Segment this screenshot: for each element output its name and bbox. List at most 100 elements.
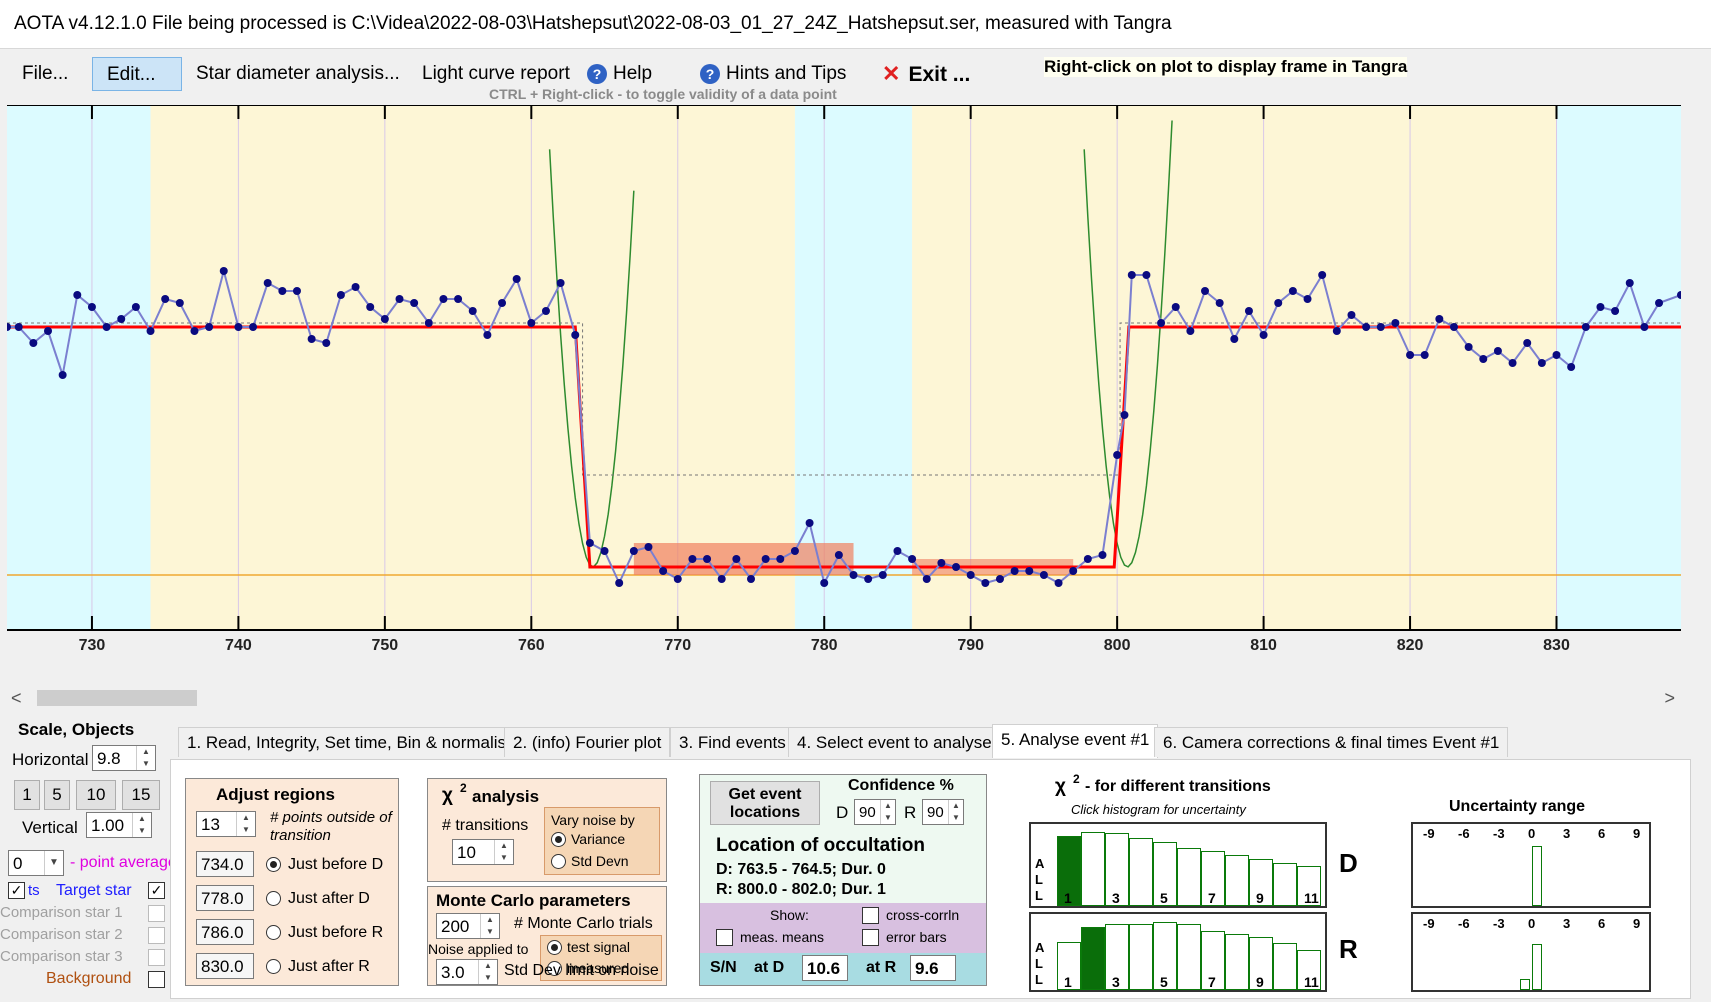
scroll-thumb[interactable] xyxy=(37,690,197,706)
radio-variance[interactable] xyxy=(551,832,566,847)
data-point xyxy=(1054,579,1063,587)
menu-help[interactable]: ? Help xyxy=(573,57,666,91)
hist-bar[interactable] xyxy=(1081,832,1105,906)
horizontal-scale-input[interactable]: 9.8 ▲ ▼ xyxy=(92,745,156,771)
plot-scrollbar[interactable]: < > xyxy=(7,688,1681,708)
spin-updown-icon[interactable]: ▲ ▼ xyxy=(494,840,513,864)
tab-analyse-event[interactable]: 5. Analyse event #1 xyxy=(992,724,1159,758)
hist-bar[interactable] xyxy=(1273,943,1297,990)
monte-carlo-trials-label: # Monte Carlo trials xyxy=(514,915,653,932)
radio-measured[interactable] xyxy=(547,961,562,976)
region-value-0[interactable]: 734.0 xyxy=(196,851,254,877)
scroll-left-icon[interactable]: < xyxy=(11,688,22,708)
hist-bar[interactable] xyxy=(1129,924,1153,990)
uncertainty-tick: 0 xyxy=(1528,826,1536,841)
confidence-d-input[interactable]: 90 ▲ ▼ xyxy=(854,799,896,825)
hist-bar[interactable] xyxy=(1057,835,1081,906)
confidence-r-input[interactable]: 90 ▲ ▼ xyxy=(922,799,964,825)
confidence-r-label: R xyxy=(904,803,917,822)
chi2-histogram-d[interactable]: A L L 1 3 5 7 9 11 xyxy=(1029,822,1327,908)
std-dev-limit-input[interactable]: 3.0 ▲ ▼ xyxy=(436,959,498,985)
hist-bar[interactable] xyxy=(1273,863,1297,906)
comparison-star-2-checkbox[interactable] xyxy=(148,927,165,944)
scale-button-1[interactable]: 1 xyxy=(14,780,40,810)
spin-updown-icon[interactable]: ▲ ▼ xyxy=(236,812,255,836)
spin-updown-icon[interactable]: ▲ ▼ xyxy=(136,746,155,770)
plot-tick-label: 830 xyxy=(1543,637,1570,654)
scale-button-10[interactable]: 10 xyxy=(76,780,116,810)
hist-bar[interactable] xyxy=(1057,942,1081,990)
hist-x-label: 1 xyxy=(1064,974,1072,990)
menu-bar: File... Edit... Star diameter analysis..… xyxy=(0,49,1711,103)
hist-bar[interactable] xyxy=(1129,837,1153,906)
spin-updown-icon[interactable]: ▲ ▼ xyxy=(480,914,499,938)
hist-bar[interactable] xyxy=(1153,922,1177,990)
hist-bar[interactable] xyxy=(1225,933,1249,990)
tab-find-events[interactable]: 3. Find events xyxy=(670,727,795,757)
comparison-star-1-checkbox[interactable] xyxy=(148,905,165,922)
chi2-r-label: R xyxy=(1339,934,1358,964)
points-outside-input[interactable]: 13 ▲ ▼ xyxy=(196,811,256,837)
scale-button-15[interactable]: 15 xyxy=(122,780,160,810)
hist-bar[interactable] xyxy=(1249,859,1273,906)
chi2-histogram-r[interactable]: A L L 1 3 5 7 9 11 xyxy=(1029,912,1327,992)
data-point xyxy=(1376,323,1385,331)
light-curve-plot[interactable]: 730 740 750 760 770 780 790 800 810 820 830 xyxy=(7,105,1681,687)
background-checkbox[interactable] xyxy=(148,971,165,988)
spin-updown-icon[interactable]: ▲ ▼ xyxy=(478,960,497,984)
hist-bar[interactable] xyxy=(1177,847,1201,906)
monte-carlo-trials-input[interactable]: 200 ▲ ▼ xyxy=(436,913,500,939)
get-event-locations-button[interactable]: Get event locations xyxy=(710,781,820,825)
tab-select-event[interactable]: 4. Select event to analyse xyxy=(788,727,1001,757)
data-point xyxy=(1655,299,1664,307)
vertical-scale-input[interactable]: 1.00 ▲ ▼ xyxy=(86,812,152,838)
hist-bar[interactable] xyxy=(1249,936,1273,990)
hist-bar[interactable] xyxy=(1177,924,1201,990)
hist-bar[interactable] xyxy=(1201,930,1225,990)
point-average-select[interactable]: 0 ▼ xyxy=(8,850,64,876)
menu-file[interactable]: File... xyxy=(22,63,69,84)
uncertainty-title: Uncertainty range xyxy=(1449,798,1586,815)
hist-bar[interactable] xyxy=(1105,924,1129,990)
hist-bar[interactable] xyxy=(1297,949,1321,990)
hist-bar[interactable] xyxy=(1297,866,1321,906)
radio-just-before-d[interactable] xyxy=(266,857,281,872)
radio-test-signal[interactable] xyxy=(547,940,562,955)
menu-edit[interactable]: Edit... xyxy=(92,57,182,91)
hist-bar[interactable] xyxy=(1081,927,1105,990)
transitions-input[interactable]: 10 ▲ ▼ xyxy=(452,839,514,865)
meas-means-checkbox[interactable] xyxy=(716,929,733,946)
data-point xyxy=(58,371,67,379)
scale-button-5[interactable]: 5 xyxy=(44,780,70,810)
radio-std-devn[interactable] xyxy=(551,854,566,869)
menu-light-curve-report[interactable]: Light curve report xyxy=(422,63,570,84)
region-value-1[interactable]: 778.0 xyxy=(196,885,254,911)
menu-exit[interactable]: ✕ Exit ... xyxy=(868,57,984,91)
target-star-checkbox[interactable]: ✓ xyxy=(148,882,165,899)
spin-updown-icon[interactable]: ▲ ▼ xyxy=(132,813,151,837)
chevron-down-icon[interactable]: ▼ xyxy=(44,851,63,875)
radio-just-after-r[interactable] xyxy=(266,959,281,974)
hist-bar[interactable] xyxy=(1201,851,1225,906)
data-point xyxy=(1318,271,1327,279)
radio-just-before-r[interactable] xyxy=(266,925,281,940)
menu-star-diameter[interactable]: Star diameter analysis... xyxy=(196,63,400,84)
region-value-3[interactable]: 830.0 xyxy=(196,953,254,979)
target-star-prefix-checkbox[interactable]: ✓ xyxy=(8,882,25,899)
spin-updown-icon[interactable]: ▲ ▼ xyxy=(880,800,895,824)
error-bars-checkbox[interactable] xyxy=(862,929,879,946)
hist-bar[interactable] xyxy=(1153,842,1177,906)
radio-just-after-d[interactable] xyxy=(266,891,281,906)
data-point xyxy=(395,295,404,303)
tab-read-integrity[interactable]: 1. Read, Integrity, Set time, Bin & norm… xyxy=(178,727,525,757)
scroll-right-icon[interactable]: > xyxy=(1664,688,1675,708)
region-value-2[interactable]: 786.0 xyxy=(196,919,254,945)
cross-corr-checkbox[interactable] xyxy=(862,907,879,924)
hist-bar[interactable] xyxy=(1105,833,1129,906)
tab-fourier-plot[interactable]: 2. (info) Fourier plot xyxy=(504,727,671,757)
comparison-star-3-checkbox[interactable] xyxy=(148,949,165,966)
menu-hints[interactable]: ? Hints and Tips xyxy=(686,57,860,91)
tab-camera-corrections[interactable]: 6. Camera corrections & final times Even… xyxy=(1154,727,1509,757)
hist-bar[interactable] xyxy=(1225,854,1249,906)
spin-updown-icon[interactable]: ▲ ▼ xyxy=(948,800,963,824)
